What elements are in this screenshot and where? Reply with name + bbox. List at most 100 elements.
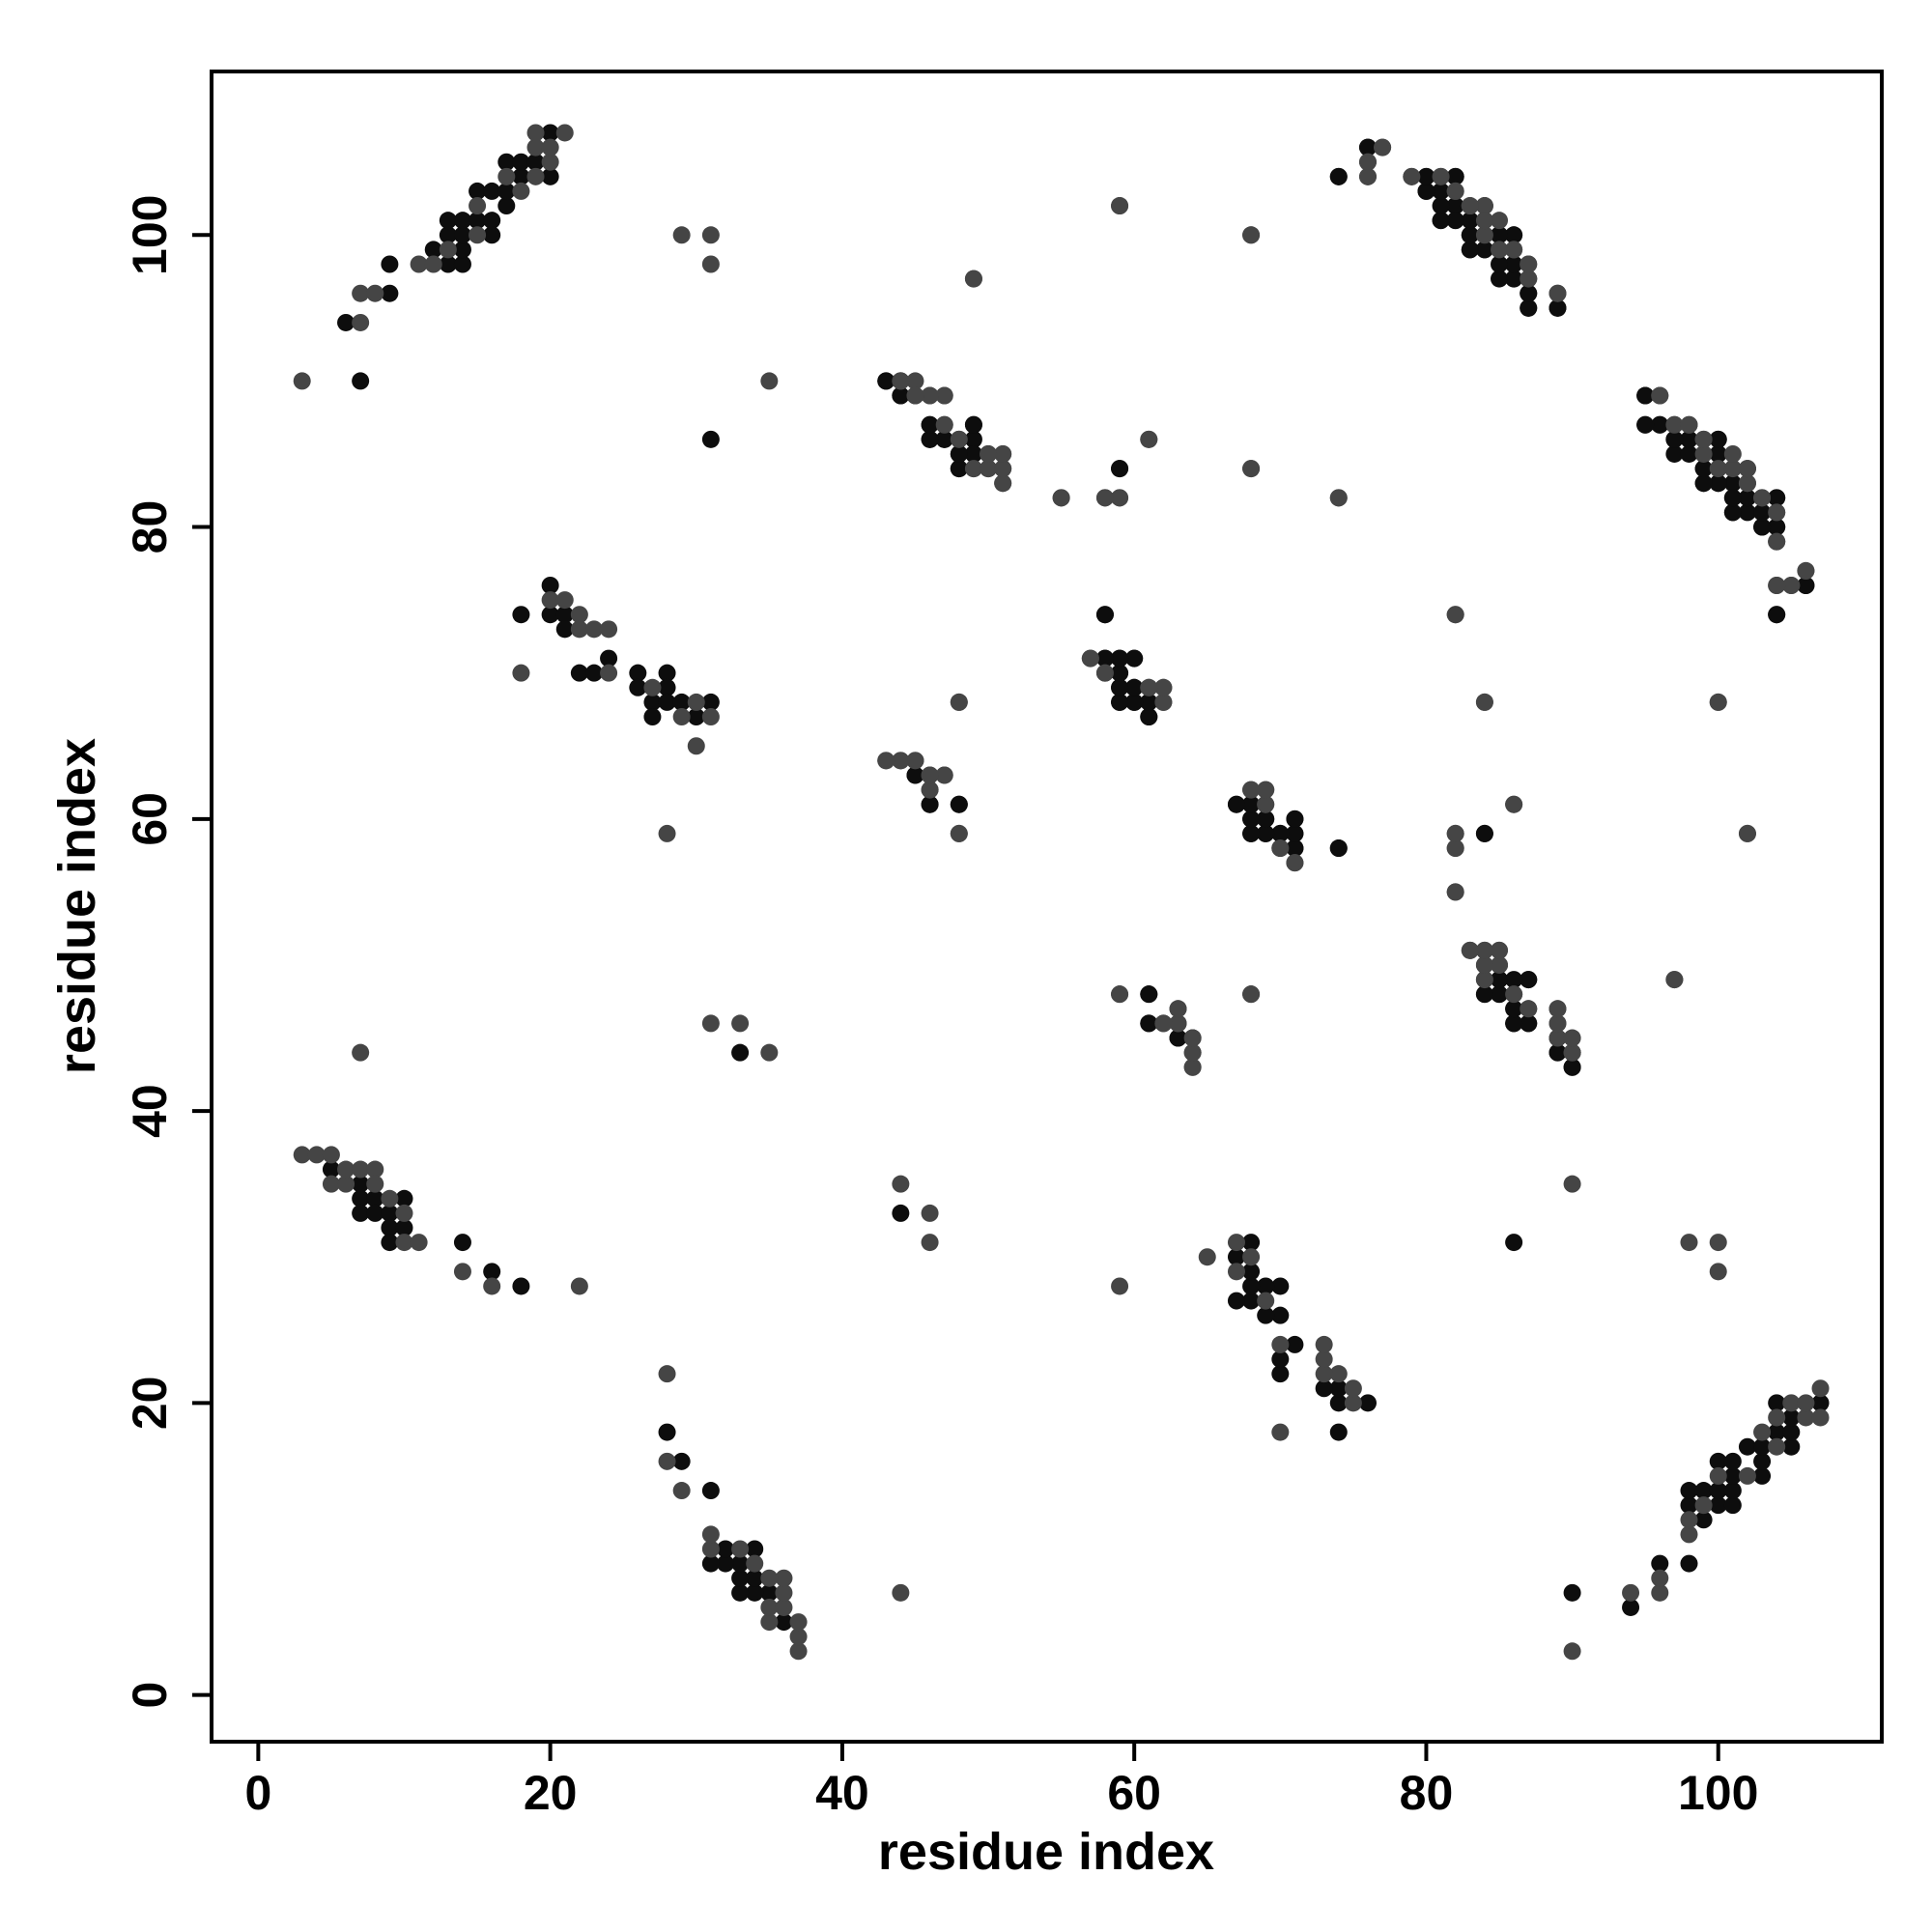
point — [731, 1014, 750, 1033]
point — [512, 153, 530, 171]
point — [1475, 212, 1493, 230]
point — [439, 241, 457, 259]
point — [1811, 1379, 1830, 1398]
point — [1723, 1466, 1742, 1485]
point — [1723, 460, 1742, 478]
point — [1125, 693, 1144, 711]
point — [1680, 1525, 1698, 1544]
point — [512, 167, 530, 185]
point — [1257, 824, 1275, 842]
point — [1505, 241, 1523, 259]
point — [1111, 985, 1129, 1004]
point — [1271, 824, 1290, 842]
point — [1491, 226, 1509, 244]
point — [453, 226, 471, 244]
point — [322, 1146, 340, 1164]
point — [512, 606, 530, 624]
point — [1505, 226, 1523, 244]
point — [1329, 1394, 1348, 1412]
point — [1111, 678, 1129, 696]
point — [381, 1234, 399, 1252]
x-tick-label: 40 — [815, 1766, 869, 1820]
point — [687, 737, 705, 755]
point — [570, 664, 588, 682]
point — [1680, 1234, 1698, 1252]
point — [1520, 284, 1538, 302]
point — [643, 678, 662, 696]
point — [1505, 971, 1523, 989]
point — [1520, 255, 1538, 273]
point — [381, 1219, 399, 1236]
point — [1111, 693, 1129, 711]
point — [1797, 561, 1815, 580]
point — [541, 138, 559, 156]
point — [1095, 489, 1114, 507]
point — [1651, 1554, 1669, 1573]
point — [1257, 1306, 1275, 1324]
point — [1665, 444, 1684, 463]
point — [701, 708, 720, 726]
y-tick-label: 100 — [123, 195, 177, 275]
point — [687, 708, 705, 726]
point — [1548, 1000, 1567, 1018]
point — [293, 372, 311, 390]
point — [1782, 1394, 1801, 1412]
point — [1738, 489, 1756, 507]
point — [497, 197, 516, 215]
point — [1768, 1408, 1786, 1427]
point — [1329, 167, 1348, 185]
point — [1548, 284, 1567, 302]
point — [1111, 489, 1129, 507]
point — [1140, 678, 1158, 696]
point — [366, 1175, 384, 1193]
point — [789, 1642, 808, 1661]
point — [701, 226, 720, 244]
point — [1286, 854, 1304, 872]
point — [1446, 167, 1464, 185]
point — [1709, 1466, 1727, 1485]
point — [1709, 693, 1727, 711]
point — [892, 1583, 910, 1602]
point — [439, 226, 457, 244]
point — [453, 212, 471, 230]
point — [352, 372, 370, 390]
point — [307, 1146, 326, 1164]
point — [1694, 1482, 1713, 1500]
point — [1709, 1452, 1727, 1470]
point — [1111, 1277, 1129, 1295]
point — [1782, 1437, 1801, 1456]
point — [381, 1189, 399, 1208]
point — [1169, 1014, 1187, 1033]
x-axis-label: residue index — [878, 1823, 1214, 1881]
point — [570, 1277, 588, 1295]
point — [337, 1175, 355, 1193]
point — [1694, 474, 1713, 493]
point — [526, 124, 545, 142]
point — [789, 1628, 808, 1646]
point — [1753, 1423, 1772, 1441]
point — [1095, 649, 1114, 668]
point — [1257, 1277, 1275, 1295]
point — [541, 577, 559, 594]
point — [600, 664, 618, 682]
point — [994, 460, 1012, 478]
point — [1505, 1234, 1523, 1252]
point — [701, 1554, 720, 1573]
point — [1095, 664, 1114, 682]
point — [1432, 167, 1450, 185]
point — [775, 1583, 793, 1602]
point — [1768, 606, 1786, 624]
point — [1329, 839, 1348, 858]
y-tick-label: 0 — [123, 1682, 177, 1709]
point — [921, 1204, 939, 1222]
point — [1242, 226, 1261, 244]
point — [672, 1452, 691, 1470]
y-tick-label: 40 — [123, 1084, 177, 1138]
point — [906, 386, 924, 405]
point — [1446, 883, 1464, 901]
point — [760, 1569, 779, 1587]
point — [950, 693, 968, 711]
point — [1491, 212, 1509, 230]
point — [1169, 1029, 1187, 1047]
point — [1242, 795, 1261, 813]
